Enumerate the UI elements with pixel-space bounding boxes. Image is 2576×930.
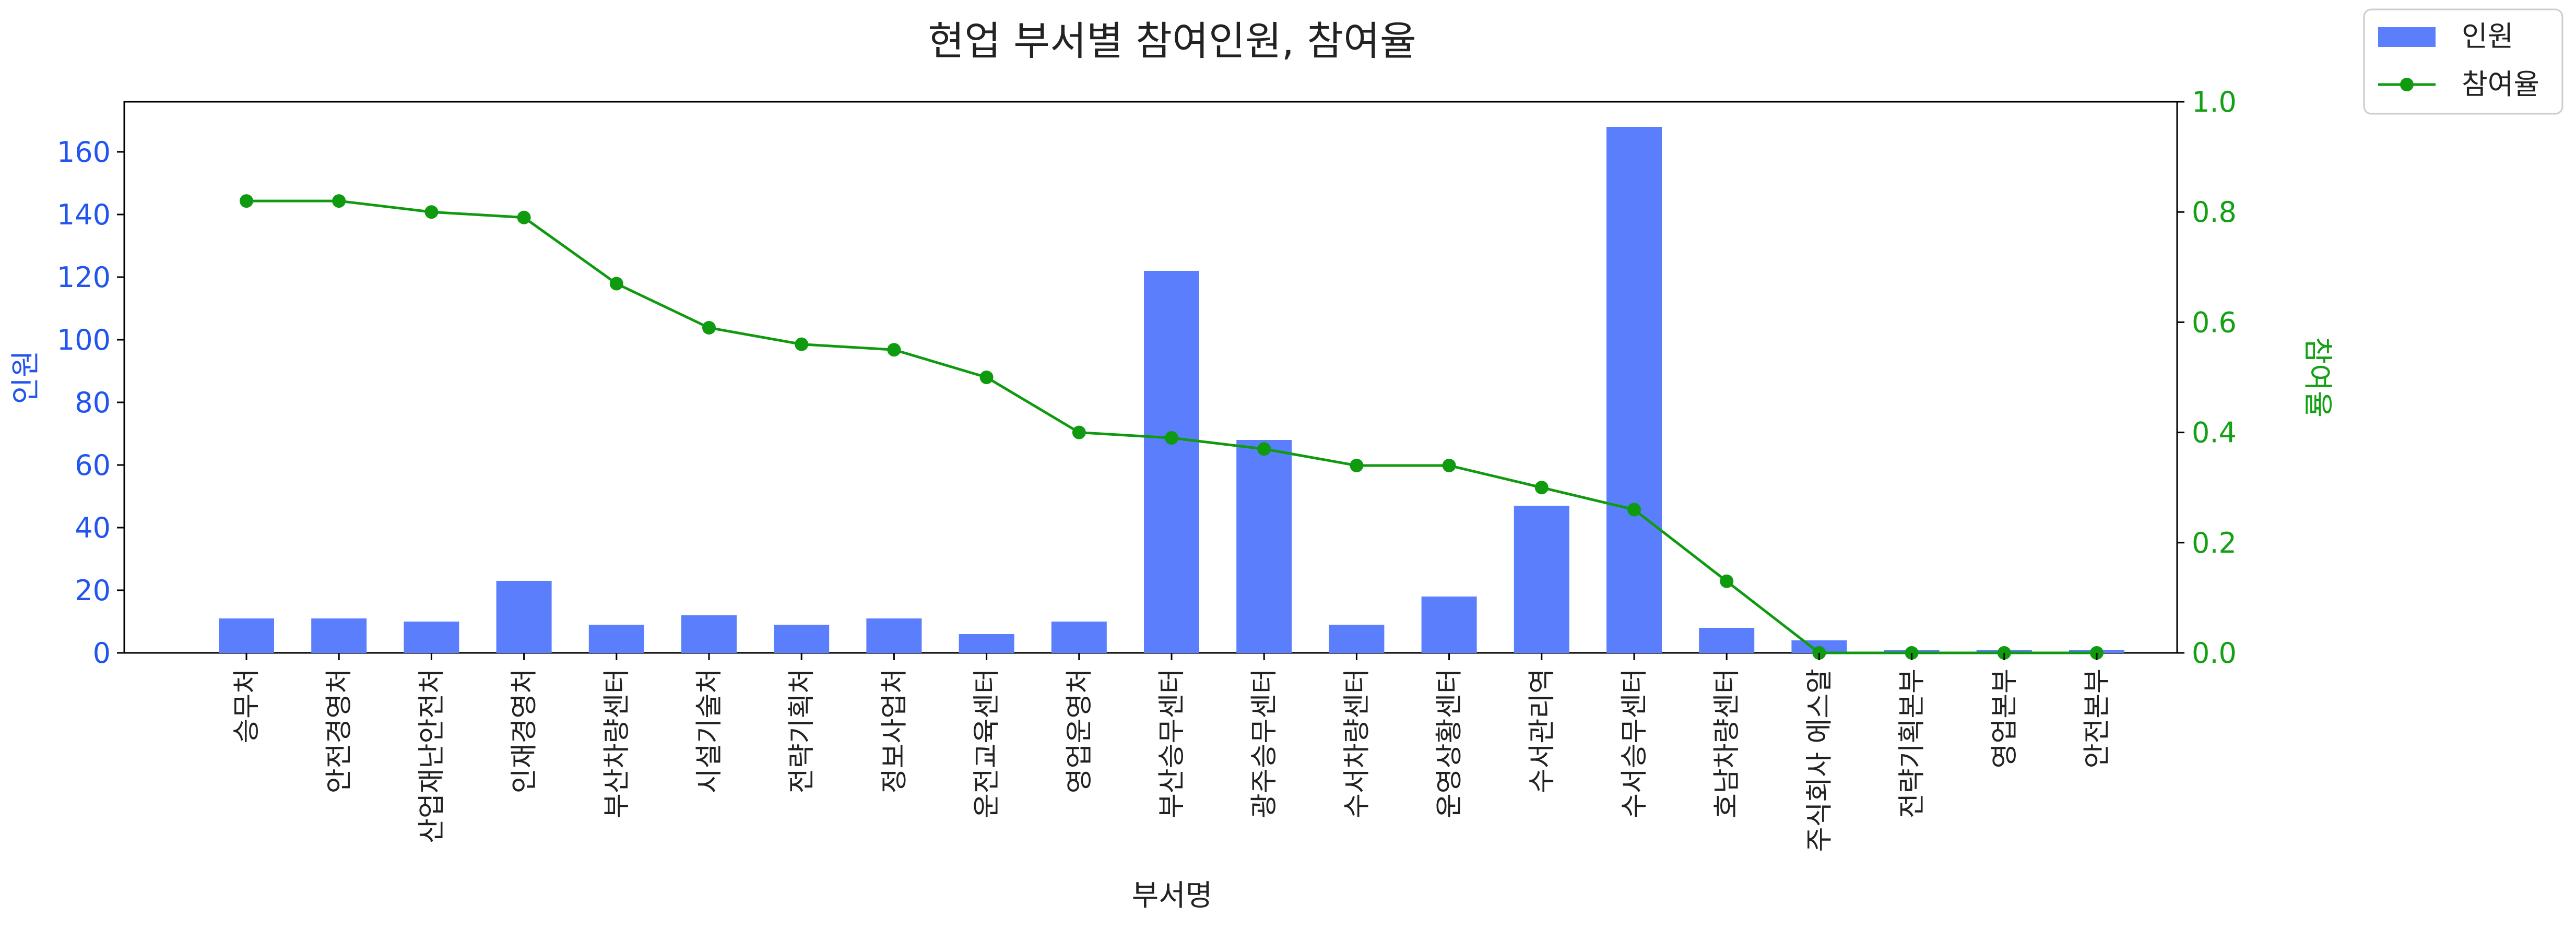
left-tick-label: 40 xyxy=(75,511,111,544)
x-tick-label: 산업재난안전처 xyxy=(416,669,447,843)
x-tick-label: 인재경영처 xyxy=(509,669,540,793)
x-tick-label: 호남차량센터 xyxy=(1711,669,1743,818)
legend: 인원 참여율 xyxy=(2363,8,2563,115)
x-tick-label: 부산승무센터 xyxy=(1156,669,1188,818)
chart-title: 현업 부서별 참여인원, 참여율 xyxy=(928,18,1416,64)
right-y-axis: 0.0 0.2 0.4 0.6 0.8 1.0 xyxy=(2177,86,2237,670)
rate-point-17 xyxy=(1720,574,1734,588)
x-tick-label: 승무처 xyxy=(231,669,263,744)
rate-point-13 xyxy=(1350,458,1364,472)
bar-9 xyxy=(959,634,1014,653)
x-tick-label: 수서관리역 xyxy=(1527,669,1558,793)
right-tick-label: 0.4 xyxy=(2192,416,2237,449)
bar-15 xyxy=(1514,506,1569,653)
bar-7 xyxy=(774,625,830,653)
left-tick-label: 60 xyxy=(75,449,111,482)
bar-11 xyxy=(1144,271,1199,653)
legend-label-line: 참여율 xyxy=(2462,68,2539,101)
x-tick-label: 광주승무센터 xyxy=(1249,669,1280,818)
left-tick-label: 20 xyxy=(75,574,111,607)
x-tick-label: 부산차량센터 xyxy=(601,669,633,818)
x-tick-label: 시설기술처 xyxy=(694,669,725,793)
x-tick-label: 수서승무센터 xyxy=(1619,669,1650,818)
rate-point-16 xyxy=(1627,503,1641,517)
right-tick-label: 0.8 xyxy=(2192,196,2237,229)
left-y-axis: 0 20 40 60 80 100 120 140 160 xyxy=(57,136,124,670)
rate-point-4 xyxy=(517,210,531,224)
right-tick-label: 0.2 xyxy=(2192,527,2237,559)
bar-5 xyxy=(588,625,644,653)
rate-point-5 xyxy=(609,277,623,291)
bar-14 xyxy=(1421,597,1477,653)
left-tick-label: 160 xyxy=(57,136,111,169)
legend-label-bar: 인원 xyxy=(2462,20,2513,53)
bar-4 xyxy=(496,581,552,653)
left-tick-label: 100 xyxy=(57,324,111,356)
x-axis: 승무처 안전경영처 산업재난안전처 인재경영처 부산차량센터 시설기술처 전략기획처 정보사업… xyxy=(231,653,2113,852)
bar-8 xyxy=(866,618,922,653)
bar-1 xyxy=(219,618,274,653)
x-axis-label: 부서명 xyxy=(1132,879,1213,913)
left-y-axis-label: 인원 xyxy=(9,350,43,404)
bar-12 xyxy=(1236,440,1292,653)
rate-point-7 xyxy=(795,337,809,351)
right-tick-label: 0.6 xyxy=(2192,306,2237,339)
x-tick-label: 정보사업처 xyxy=(879,669,910,793)
x-tick-label: 수서차량센터 xyxy=(1341,669,1373,818)
right-y-axis-label: 참여율 xyxy=(2300,337,2334,418)
left-tick-label: 0 xyxy=(93,637,111,670)
bar-17 xyxy=(1699,628,1755,653)
rate-point-14 xyxy=(1442,458,1456,472)
rate-point-2 xyxy=(332,194,346,208)
x-tick-label: 전략기획처 xyxy=(786,669,818,793)
rate-point-1 xyxy=(240,194,253,208)
bar-6 xyxy=(681,615,737,653)
legend-line-marker xyxy=(2400,78,2414,91)
rate-point-9 xyxy=(979,371,994,384)
x-tick-label: 안전경영처 xyxy=(324,669,355,793)
x-tick-label: 전략기획본부 xyxy=(1897,669,1928,818)
bar-13 xyxy=(1329,625,1385,653)
bar-10 xyxy=(1051,622,1107,653)
left-tick-label: 140 xyxy=(57,198,111,231)
x-tick-label: 주식회사 에스알 xyxy=(1804,669,1835,852)
left-tick-label: 80 xyxy=(75,386,111,419)
rate-point-6 xyxy=(702,320,716,335)
rate-point-8 xyxy=(887,343,901,357)
bar-16 xyxy=(1606,127,1662,653)
rate-point-12 xyxy=(1257,442,1271,456)
rate-point-11 xyxy=(1165,431,1178,445)
line-series xyxy=(240,194,2104,660)
left-tick-label: 120 xyxy=(57,261,111,294)
bar-2 xyxy=(311,618,367,653)
rate-point-10 xyxy=(1072,425,1086,439)
rate-point-3 xyxy=(424,205,439,219)
legend-bar-swatch xyxy=(2378,27,2436,47)
bar-series xyxy=(219,127,2124,653)
x-tick-label: 운전교육센터 xyxy=(972,669,1003,818)
rate-point-15 xyxy=(1534,481,1549,495)
x-tick-label: 안전본부 xyxy=(2082,669,2113,768)
right-tick-label: 0.0 xyxy=(2192,637,2237,670)
right-tick-label: 1.0 xyxy=(2192,86,2237,118)
x-tick-label: 영업운영처 xyxy=(1064,669,1095,793)
x-tick-label: 운영상황센터 xyxy=(1434,669,1466,818)
x-tick-label: 영업본부 xyxy=(1989,669,2020,768)
bar-3 xyxy=(404,622,459,653)
